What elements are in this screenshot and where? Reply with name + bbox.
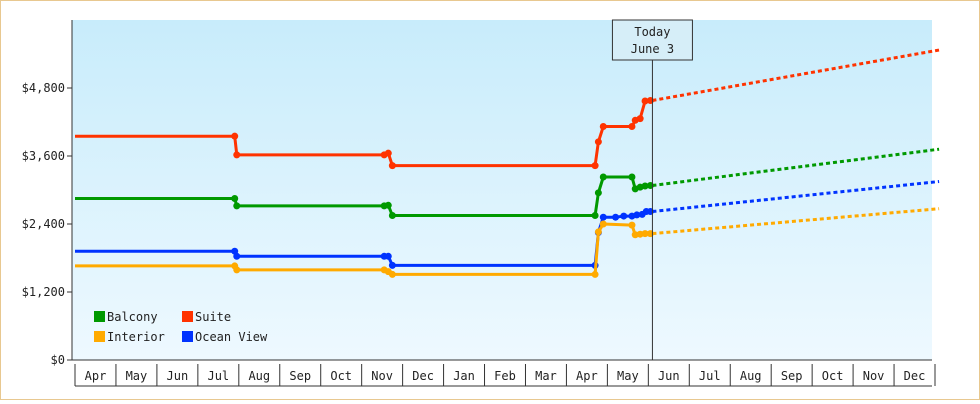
x-tick-label: Jul: [207, 369, 229, 383]
data-point: [231, 195, 239, 202]
legend-label: Balcony: [107, 310, 158, 324]
data-point: [641, 182, 649, 190]
data-point: [594, 138, 602, 146]
data-point: [628, 221, 636, 229]
series-interior: [75, 207, 940, 278]
series-suite: [75, 48, 940, 170]
data-point: [628, 123, 636, 131]
legend-item-ocean-view: Ocean View: [182, 330, 268, 344]
series-layer: [75, 48, 940, 278]
data-point: [633, 211, 641, 219]
x-tick-label: Aug: [248, 369, 270, 383]
data-point: [641, 97, 649, 105]
data-point: [388, 212, 396, 219]
x-tick-label: Dec: [412, 369, 434, 383]
legend-swatch: [182, 331, 193, 342]
data-point: [636, 115, 644, 123]
forecast-line-interior: [652, 207, 940, 236]
x-tick-label: Dec: [904, 369, 926, 383]
x-tick-label: Jun: [658, 369, 680, 383]
plot-background: [72, 20, 932, 360]
x-tick-label: Oct: [822, 369, 844, 383]
x-tick-label: Jan: [453, 369, 475, 383]
data-point: [599, 123, 607, 131]
legend: Balcony Suite Interior Ocean View: [94, 310, 268, 344]
y-tick-label: $3,600: [22, 149, 65, 163]
legend-swatch: [182, 311, 193, 322]
data-point: [388, 162, 396, 170]
data-point: [612, 213, 620, 221]
today-label-box: [611, 19, 693, 61]
x-tick-label: Sep: [781, 369, 803, 383]
data-point: [599, 173, 607, 181]
data-point: [384, 252, 392, 260]
data-point: [620, 212, 628, 220]
y-tick-label: $1,200: [22, 285, 65, 299]
legend-label: Ocean View: [195, 330, 268, 344]
data-point: [599, 220, 607, 228]
legend-item-suite: Suite: [182, 310, 231, 324]
data-point: [599, 213, 607, 221]
data-point: [594, 189, 602, 197]
x-tick-label: Apr: [576, 369, 598, 383]
x-tick-label: May: [126, 369, 148, 383]
data-point: [384, 201, 392, 209]
data-point: [231, 132, 239, 140]
data-point: [388, 270, 396, 278]
data-point: [594, 228, 602, 236]
x-tick-label: Sep: [289, 369, 311, 383]
legend-item-balcony: Balcony: [94, 310, 158, 324]
today-date: June 3: [631, 42, 674, 56]
x-tick-label: Oct: [330, 369, 352, 383]
x-tick-label: Jul: [699, 369, 721, 383]
today-label: Today: [634, 25, 670, 39]
legend-label: Interior: [107, 330, 165, 344]
x-tick-label: May: [617, 369, 639, 383]
data-point: [233, 252, 241, 260]
legend-swatch: [94, 331, 105, 342]
data-point: [628, 173, 636, 181]
x-tick-label: Feb: [494, 369, 516, 383]
x-tick-label: Apr: [85, 369, 107, 383]
axes-layer: $0 $1,200 $2,400 $3,600 $4,800 Apr May Jun Jul Au…: [22, 20, 936, 387]
y-tick-label: $2,400: [22, 217, 65, 231]
data-point: [233, 151, 241, 159]
legend-swatch: [94, 311, 105, 322]
y-tick-label: $4,800: [22, 81, 65, 95]
x-tick-label: Aug: [740, 369, 762, 383]
x-tick-label: Jun: [167, 369, 189, 383]
forecast-line-balcony: [652, 147, 940, 187]
x-tick-label: Nov: [371, 369, 393, 383]
forecast-line-ocean-view: [652, 180, 940, 214]
data-point: [233, 266, 241, 274]
today-marker: Today June 3: [611, 19, 693, 360]
data-point: [591, 212, 599, 219]
data-point: [384, 149, 392, 157]
data-point: [233, 202, 241, 210]
data-point: [388, 261, 396, 269]
x-tick-label: Mar: [535, 369, 557, 383]
data-point: [591, 270, 599, 278]
y-tick-label: $0: [51, 353, 65, 367]
x-tick-label: Nov: [863, 369, 885, 383]
data-point: [641, 230, 649, 238]
data-point: [591, 162, 599, 170]
legend-label: Suite: [195, 310, 231, 324]
legend-item-interior: Interior: [94, 330, 165, 344]
